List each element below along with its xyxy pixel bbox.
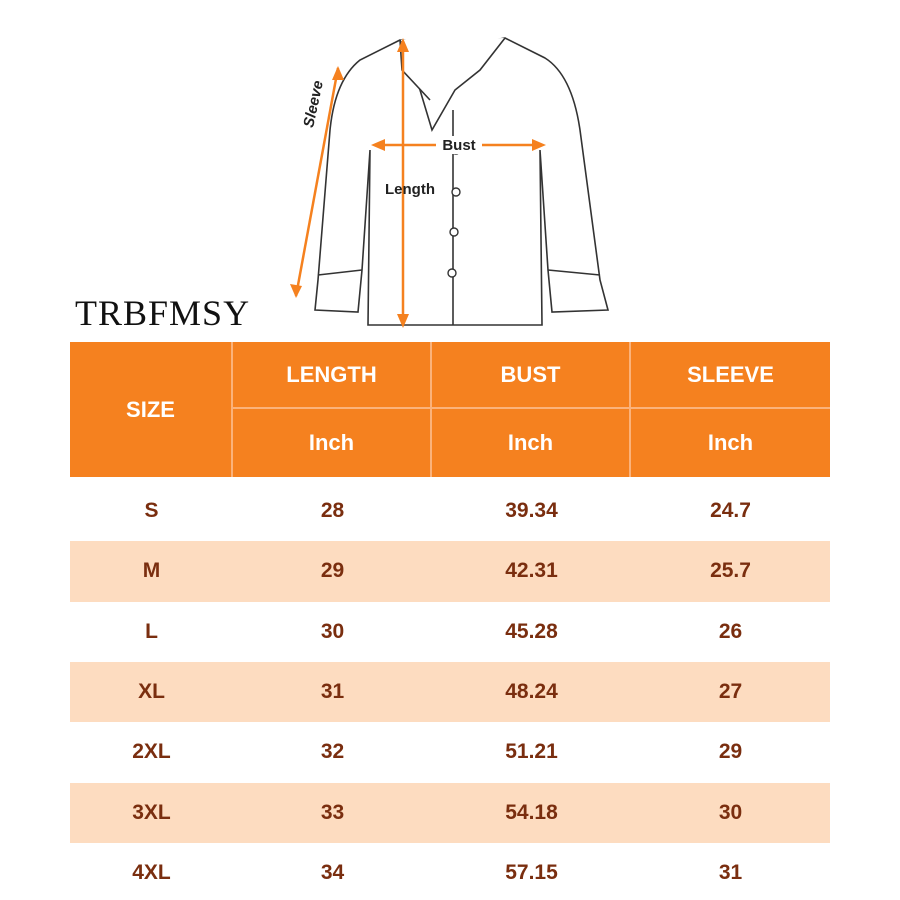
bust-label: Bust	[442, 137, 475, 154]
header-column: LENGTH	[233, 342, 432, 409]
row-bg	[70, 661, 830, 723]
value-cell: 31	[718, 860, 743, 884]
value-cell: 26	[718, 619, 743, 643]
value-cell: 25.7	[710, 559, 751, 583]
value-cell: 24.7	[710, 499, 751, 523]
value-cell: 39.34	[505, 499, 558, 523]
size-cell: M	[142, 559, 161, 583]
value-cell: 42.31	[505, 559, 558, 583]
header-size: SIZE	[70, 342, 233, 477]
row-bg	[70, 541, 830, 602]
header-unit: Inch	[432, 409, 631, 477]
size-cell: 3XL	[132, 800, 171, 824]
value-cell: 54.18	[505, 800, 558, 824]
sleeve-label: Sleeve	[300, 79, 327, 129]
label-bg	[436, 136, 482, 154]
header-bg	[70, 342, 830, 477]
shirt-outline	[314, 37, 610, 326]
value-cell: 48.24	[505, 680, 558, 704]
value-cell: 30	[320, 619, 345, 643]
value-cell: 27	[718, 680, 743, 704]
value-cell: 45.28	[505, 619, 558, 643]
header-column: BUST	[432, 342, 631, 409]
value-cell: 29	[718, 740, 743, 764]
value-cell: 31	[320, 680, 345, 704]
size-cell: 2XL	[132, 740, 171, 764]
value-cell: 30	[718, 800, 743, 824]
header-unit: Inch	[707, 430, 754, 455]
brand: TRBFMSY	[75, 293, 251, 333]
size-cell: L	[145, 619, 158, 643]
value-cell: 32	[320, 740, 345, 764]
value-cell: 28	[320, 499, 345, 523]
value-cell: 51.21	[505, 740, 558, 764]
header-column: SLEEVE	[631, 342, 830, 409]
value-cell: 57.15	[505, 860, 558, 884]
shirt-diagram: Sleeve Bust Length	[290, 37, 610, 328]
value-cell: 29	[320, 559, 345, 583]
row-bg	[70, 782, 830, 843]
size-cell: XL	[138, 680, 165, 704]
length-label: Length	[385, 181, 435, 198]
header-unit: Inch	[233, 409, 432, 477]
size-cell: 4XL	[132, 860, 171, 884]
value-cell: 34	[320, 860, 345, 884]
size-cell: S	[144, 499, 159, 523]
value-cell: 33	[320, 800, 345, 824]
